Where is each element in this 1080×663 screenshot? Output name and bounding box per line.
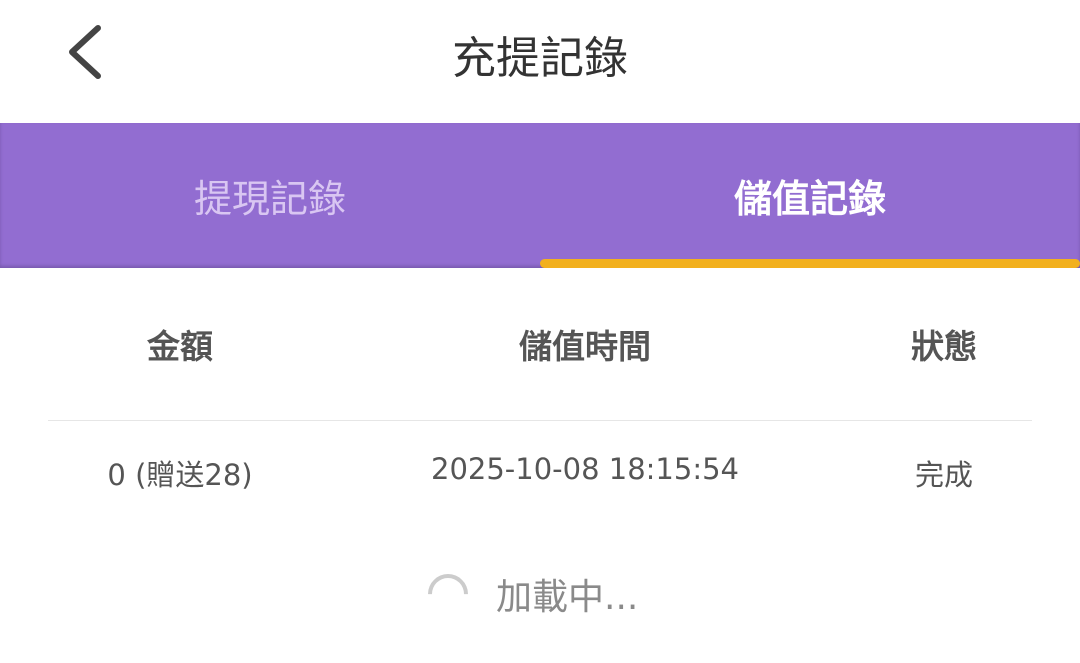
loading-indicator: 加載中... [419,565,639,623]
cell-amount: 0 (贈送28) [107,458,253,492]
spinner-icon [419,565,477,623]
header: 充提記錄 [0,0,1080,123]
chevron-left-icon [69,25,101,79]
divider [48,420,1032,421]
loading-text: 加載中... [496,577,639,618]
column-header-amount: 金額 [147,327,213,366]
column-header-status: 狀態 [911,327,977,366]
column-header-time: 儲值時間 [519,327,651,366]
cell-time: 2025-10-08 18:15:54 [431,452,739,486]
tab-bar: 提現記錄 儲值記錄 [0,123,1080,268]
tab-withdraw-records[interactable]: 提現記錄 [193,177,346,221]
page-title: 充提記錄 [452,33,628,84]
active-tab-indicator [540,259,1080,268]
tab-deposit-records[interactable]: 儲值記錄 [733,177,886,221]
cell-status: 完成 [914,458,974,492]
back-button[interactable] [62,22,112,82]
